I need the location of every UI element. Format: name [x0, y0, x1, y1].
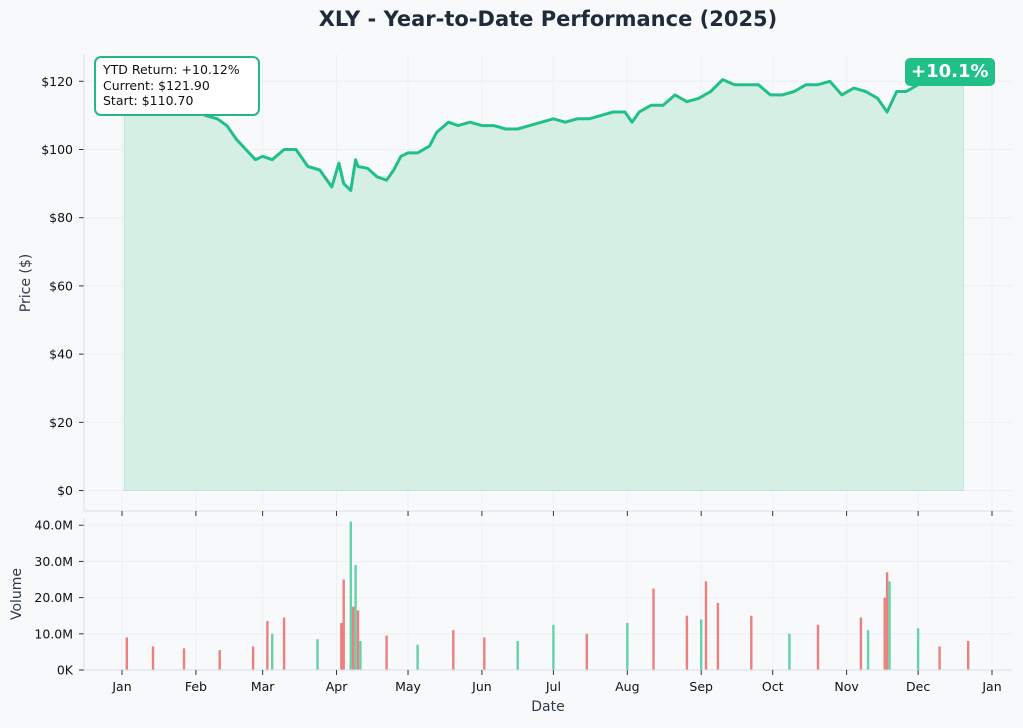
- volume-bar: [282, 617, 286, 670]
- volume-y-tick-label: 40.0M: [34, 518, 73, 533]
- volume-bar: [452, 630, 455, 670]
- month-tick-label: Nov: [834, 679, 859, 694]
- month-tick-label: Dec: [906, 679, 930, 694]
- volume-bar: [938, 646, 941, 670]
- volume-y-tick-label: 20.0M: [34, 590, 73, 605]
- price-y-tick-label: $40: [49, 347, 73, 362]
- volume-bar: [704, 581, 708, 670]
- volume-bar: [552, 624, 555, 670]
- volume-bar: [151, 646, 155, 670]
- month-tick-label: Jan: [111, 679, 131, 694]
- volume-y-axis-label: Volume: [9, 568, 25, 620]
- ytd-summary-box: YTD Return: +10.12% Current: $121.90 Sta…: [94, 56, 260, 116]
- price-y-ticks: $0 $20 $40 $60 $80 $100 $120: [41, 74, 84, 498]
- price-line-layer: [123, 73, 964, 192]
- volume-bar: [888, 581, 891, 670]
- volume-y-ticks: 0K 10.0M 20.0M 30.0M 40.0M: [34, 518, 84, 678]
- month-tick-label: Jul: [545, 679, 561, 694]
- volume-bar: [700, 619, 703, 670]
- volume-bar: [788, 633, 791, 670]
- volume-x-axis-label: Date: [531, 699, 564, 715]
- month-tick-label: Mar: [251, 679, 275, 694]
- volume-bar: [352, 606, 355, 670]
- volume-bar: [626, 623, 629, 670]
- month-tick-label: Apr: [326, 679, 348, 694]
- volume-bar: [356, 610, 360, 670]
- volume-bar: [340, 623, 343, 670]
- volume-bar: [967, 641, 970, 670]
- volume-bar: [916, 628, 920, 670]
- price-y-tick-label: $120: [41, 74, 73, 89]
- volume-bar: [316, 639, 319, 670]
- volume-y-tick-label: 30.0M: [34, 554, 73, 569]
- month-tick-label: Feb: [185, 679, 207, 694]
- price-y-tick-label: $60: [49, 278, 73, 293]
- volume-bar: [816, 624, 820, 670]
- volume-bar: [385, 635, 388, 670]
- month-tick-label: Jun: [471, 679, 492, 694]
- price-y-tick-label: $100: [41, 142, 73, 157]
- month-tick-label: Aug: [615, 679, 639, 694]
- volume-bar: [125, 637, 128, 670]
- volume-bar: [266, 621, 269, 670]
- price-y-tick-label: $20: [49, 415, 73, 430]
- volume-bar: [218, 650, 221, 670]
- month-tick-label: Jan: [981, 679, 1001, 694]
- volume-bar: [483, 637, 486, 670]
- volume-bar: [251, 646, 255, 670]
- volume-x-ticks: Jan Feb Mar Apr May Jun Jul Aug Sep Oct Nov Dec Jan: [111, 670, 1002, 694]
- volume-bar: [416, 644, 419, 670]
- price-panel: $0 $20 $40 $60 $80 $100 $120 Price ($): [18, 54, 1012, 516]
- volume-bar: [354, 565, 357, 670]
- volume-bar: [585, 633, 588, 670]
- month-tick-label: Oct: [762, 679, 784, 694]
- current-price-text: Current: $121.90: [103, 77, 210, 93]
- price-line: [123, 73, 964, 192]
- volume-bar: [359, 641, 362, 670]
- volume-bar: [182, 648, 186, 670]
- volume-bar: [716, 603, 720, 670]
- start-price-text: Start: $110.70: [103, 93, 194, 108]
- volume-bar: [866, 630, 870, 670]
- volume-bar: [685, 615, 689, 670]
- volume-bar: [271, 633, 274, 670]
- price-y-tick-label: $0: [57, 483, 73, 498]
- volume-bar: [859, 617, 863, 670]
- ytd-return-text: YTD Return: +10.12%: [103, 62, 240, 77]
- volume-bars: [125, 521, 970, 670]
- volume-plot-area: [84, 518, 1012, 670]
- price-y-tick-label: $80: [49, 210, 73, 225]
- month-tick-label: Sep: [689, 679, 713, 694]
- volume-bar: [750, 615, 753, 670]
- ytd-return-badge: +10.1%: [905, 58, 995, 86]
- volume-y-tick-label: 0K: [57, 663, 74, 678]
- volume-bar: [342, 579, 345, 670]
- volume-bar: [883, 597, 886, 670]
- volume-y-tick-label: 10.0M: [34, 626, 73, 641]
- volume-bar: [349, 521, 352, 670]
- volume-bar: [516, 641, 519, 670]
- volume-bar: [885, 572, 889, 670]
- price-x-ticks: [121, 511, 993, 516]
- volume-panel: 0K 10.0M 20.0M 30.0M 40.0M Jan Feb Mar Apr May Ju…: [9, 518, 1012, 715]
- chart-title: XLY - Year-to-Date Performance (2025): [319, 7, 778, 31]
- volume-bar: [652, 588, 655, 670]
- price-y-axis-label: Price ($): [18, 254, 34, 312]
- month-tick-label: May: [395, 679, 421, 694]
